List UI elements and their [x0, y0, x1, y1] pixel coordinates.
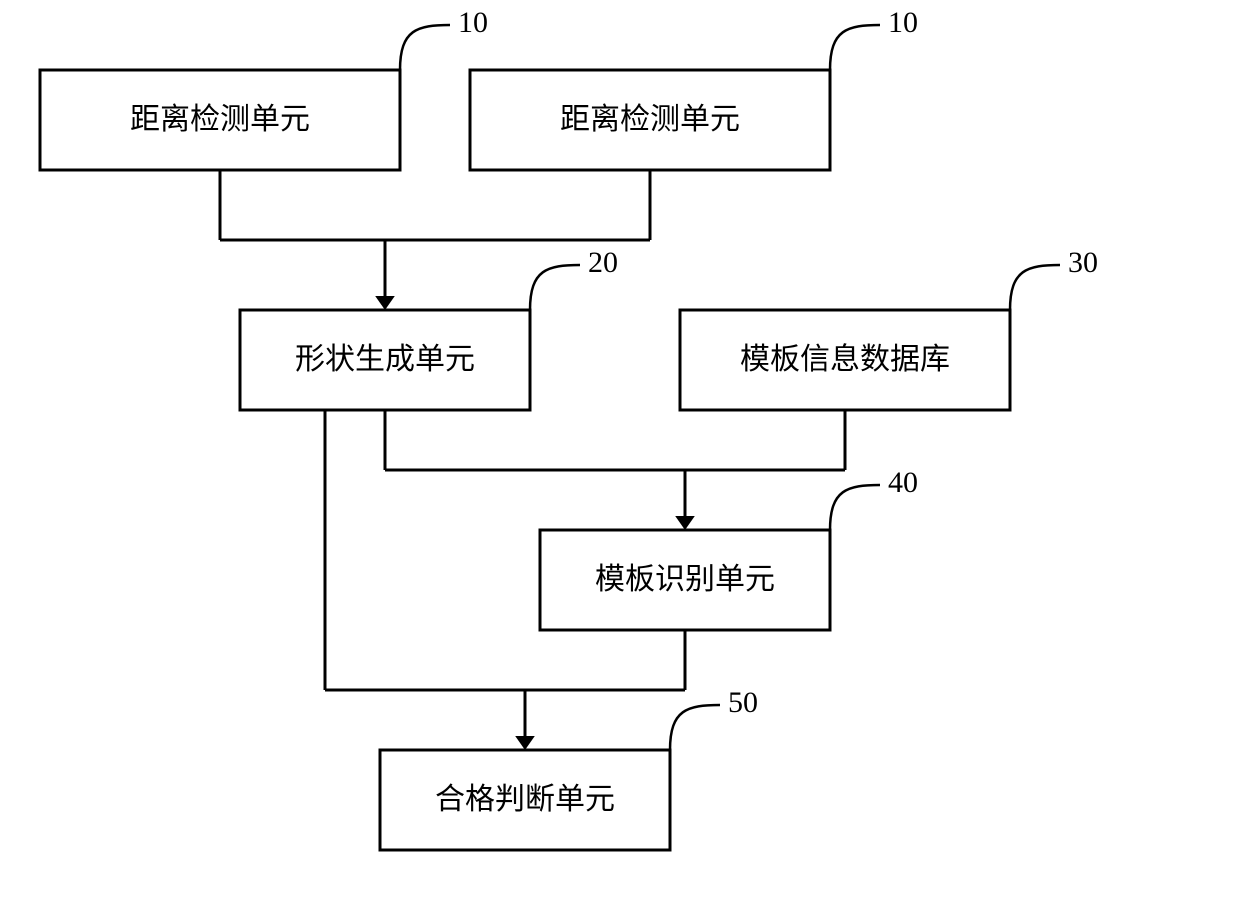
- node-label: 合格判断单元: [435, 783, 615, 816]
- arrowhead: [515, 736, 535, 750]
- callout-hook: [400, 25, 450, 70]
- callout-hook: [530, 265, 580, 310]
- node-n50: 合格判断单元 50: [380, 686, 758, 850]
- callout-number: 20: [588, 246, 618, 279]
- node-label: 模板识别单元: [595, 563, 775, 596]
- callout-number: 40: [888, 466, 918, 499]
- node-n10b: 距离检测单元 10: [470, 6, 918, 170]
- arrowhead: [375, 296, 395, 310]
- callout-hook: [830, 485, 880, 530]
- arrowhead: [675, 516, 695, 530]
- node-label: 距离检测单元: [560, 103, 740, 136]
- callout-number: 50: [728, 686, 758, 719]
- node-n20: 形状生成单元 20: [240, 246, 618, 410]
- node-label: 距离检测单元: [130, 103, 310, 136]
- node-label: 形状生成单元: [295, 343, 475, 376]
- node-label: 模板信息数据库: [740, 343, 950, 376]
- callout-hook: [830, 25, 880, 70]
- callout-hook: [670, 705, 720, 750]
- callout-number: 10: [458, 6, 488, 39]
- nodes-layer: 距离检测单元 10 距离检测单元 10 形状生成单元 20 模板信息数据库 30 模板识别单元 4…: [40, 6, 1098, 850]
- edge-0: [220, 170, 650, 310]
- callout-number: 30: [1068, 246, 1098, 279]
- edges-layer: [220, 170, 845, 750]
- callout-number: 10: [888, 6, 918, 39]
- node-n40: 模板识别单元 40: [540, 466, 918, 630]
- flowchart-canvas: 距离检测单元 10 距离检测单元 10 形状生成单元 20 模板信息数据库 30 模板识别单元 4…: [0, 0, 1240, 904]
- edge-1: [385, 410, 845, 530]
- node-n10a: 距离检测单元 10: [40, 6, 488, 170]
- node-n30: 模板信息数据库 30: [680, 246, 1098, 410]
- callout-hook: [1010, 265, 1060, 310]
